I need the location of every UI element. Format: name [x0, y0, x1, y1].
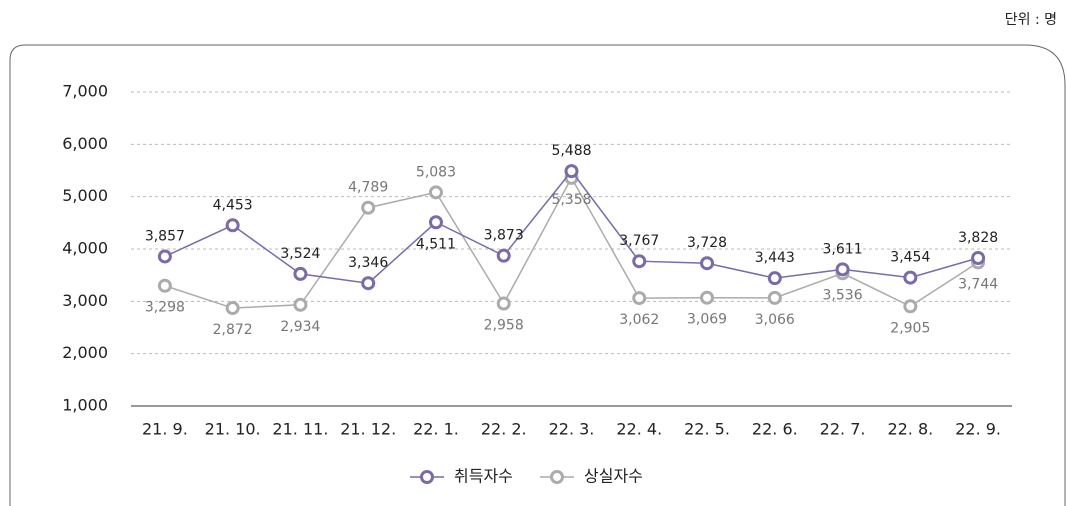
data-label: 2,872 [213, 322, 253, 338]
data-label: 3,069 [687, 312, 727, 328]
data-label: 3,744 [958, 276, 998, 292]
data-label: 3,828 [958, 230, 998, 246]
point [767, 271, 782, 286]
x-tick-label: 22. 2. [481, 420, 527, 439]
data-label: 3,611 [823, 241, 863, 257]
x-tick-label: 22. 8. [887, 420, 933, 439]
data-label: 5,488 [551, 143, 591, 159]
point [428, 215, 443, 230]
y-tick-label: 7,000 [62, 82, 108, 101]
point [428, 185, 443, 200]
data-label: 2,934 [280, 319, 320, 335]
data-label: 5,083 [416, 164, 456, 180]
legend-marker [420, 470, 434, 484]
data-label: 3,873 [484, 228, 524, 244]
data-label: 2,958 [484, 318, 524, 334]
data-label: 3,536 [823, 287, 863, 303]
y-tick-label: 6,000 [62, 134, 108, 153]
point [293, 266, 308, 281]
x-tick-label: 22. 1. [413, 420, 459, 439]
data-label: 5,358 [551, 192, 591, 208]
point [293, 297, 308, 312]
legend-label: 취득자수 [454, 467, 513, 486]
data-label: 3,443 [755, 250, 795, 266]
y-tick-label: 3,000 [62, 291, 108, 310]
data-label: 3,857 [145, 228, 185, 244]
x-tick-label: 21. 10. [205, 420, 261, 439]
data-label: 2,905 [890, 320, 930, 336]
point [225, 218, 240, 233]
data-label: 3,524 [280, 246, 320, 262]
data-label: 4,453 [213, 197, 253, 213]
x-tick-label: 22. 4. [616, 420, 662, 439]
y-tick-label: 1,000 [62, 396, 108, 415]
legend-label: 상실자수 [584, 467, 643, 486]
data-label: 3,767 [619, 233, 659, 249]
data-label: 3,298 [145, 300, 185, 316]
frame [9, 44, 1066, 506]
legend-marker [550, 470, 564, 484]
point [564, 164, 579, 179]
point [971, 251, 986, 266]
y-tick-label: 5,000 [62, 186, 108, 205]
point [361, 200, 376, 215]
point [700, 290, 715, 305]
x-tick-label: 21. 12. [340, 420, 396, 439]
point [157, 278, 172, 293]
data-label: 3,062 [619, 312, 659, 328]
point [632, 254, 647, 269]
y-tick-label: 4,000 [62, 239, 108, 258]
point [361, 276, 376, 291]
data-label: 3,066 [755, 312, 795, 328]
point [225, 301, 240, 316]
x-tick-label: 22. 7. [820, 420, 866, 439]
point [632, 291, 647, 306]
point [496, 248, 511, 263]
x-tick-label: 22. 6. [752, 420, 798, 439]
data-label: 3,454 [890, 250, 930, 266]
point [903, 299, 918, 314]
series-line [164, 169, 979, 285]
data-label: 4,789 [348, 180, 388, 196]
y-tick-label: 2,000 [62, 343, 108, 362]
point [767, 290, 782, 305]
point [496, 296, 511, 311]
point [903, 270, 918, 285]
x-tick-label: 22. 9. [955, 420, 1001, 439]
point [835, 262, 850, 277]
data-label: 4,511 [416, 236, 456, 252]
unit-label: 단위 : 명 [1005, 12, 1057, 28]
point [700, 256, 715, 271]
x-tick-label: 22. 5. [684, 420, 730, 439]
data-label: 3,728 [687, 235, 727, 251]
point [157, 249, 172, 264]
x-tick-label: 21. 11. [272, 420, 328, 439]
data-label: 3,346 [348, 255, 388, 271]
x-tick-label: 22. 3. [549, 420, 595, 439]
x-tick-label: 21. 9. [142, 420, 188, 439]
